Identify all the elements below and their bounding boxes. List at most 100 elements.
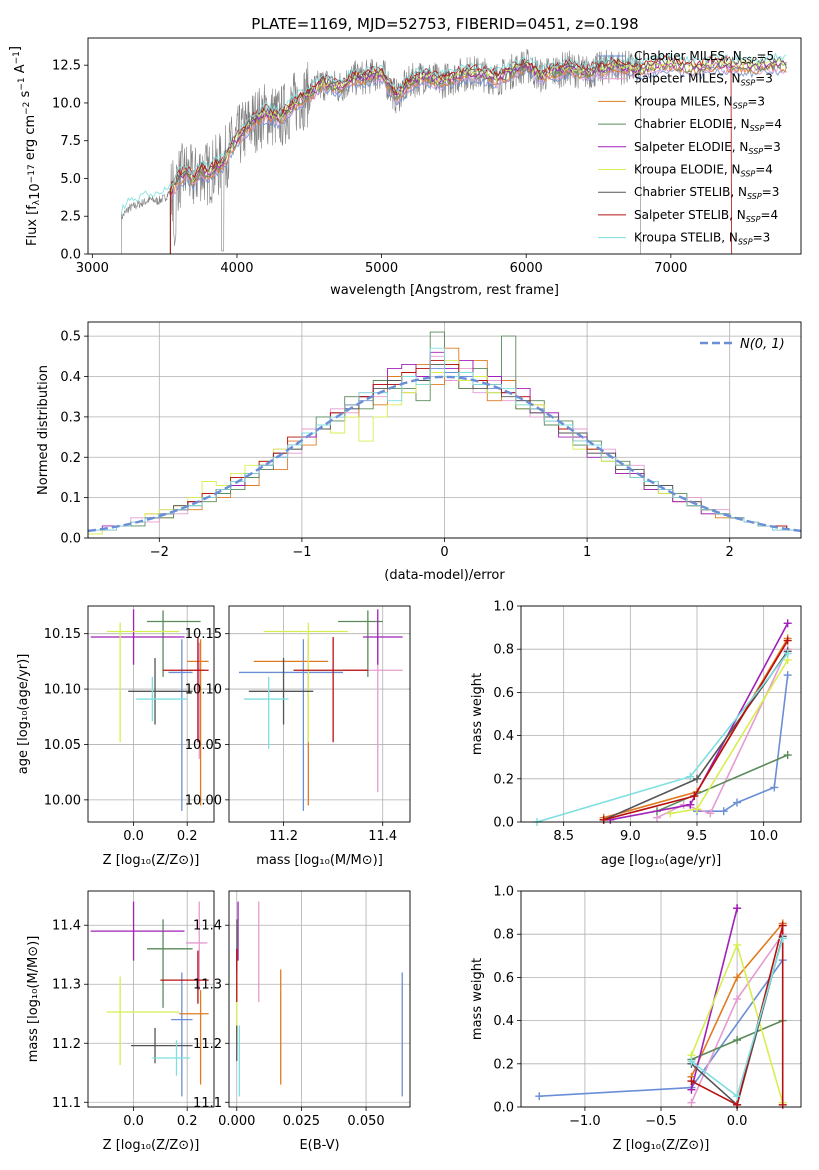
errorbar-kroupa-elodie: [263, 622, 349, 743]
errorbar-kroupa-stelib: [152, 1040, 190, 1076]
x-tick-label: 2: [726, 545, 734, 560]
y-axis-label: mass weight: [470, 673, 485, 755]
errorbar-chabrier-elodie: [146, 610, 201, 677]
x-axis-label: (data-model)/error: [384, 568, 505, 583]
y-axis-label: mass weight: [470, 958, 485, 1040]
y-tick-label: 0.3: [60, 410, 81, 425]
x-axis-label: Z [log₁₀(Z/Z⊙)]: [103, 853, 200, 868]
y-tick-label: 10.00: [44, 793, 81, 808]
x-tick-label: 9.5: [687, 829, 708, 844]
legend-label: Kroupa ELODIE, NSSP=4: [634, 163, 773, 179]
y-tick-label: 0.4: [493, 729, 514, 744]
weight-line: [656, 754, 789, 812]
y-tick-label: 0.5: [60, 330, 81, 345]
model-line-salpeter-stelib: [169, 54, 733, 255]
axes-spectrum: 3000 4000 5000 6000 7000 0.0 2.5 5.0 7.5 10.0 12.5…: [8, 37, 802, 298]
plot-area-mass-vs-EBV: [236, 901, 403, 1097]
errorbar-salpeter-stelib: [160, 950, 209, 1004]
x-tick-label: 0: [440, 545, 448, 560]
axes-frame: [228, 605, 411, 823]
x-tick-label: 0.0: [123, 1114, 144, 1129]
y-tick-label: 0.6: [493, 971, 514, 986]
errorbar-salpeter-miles: [343, 637, 403, 793]
errorbar-chabrier-stelib: [128, 658, 193, 725]
axes-frame: [228, 890, 411, 1108]
errorbar-kroupa-stelib: [136, 676, 188, 722]
x-tick-label: 0.050: [347, 1114, 384, 1129]
y-tick-label: 12.5: [52, 59, 81, 74]
x-axis-label: age [log₁₀(age/yr)]: [601, 853, 722, 868]
y-tick-label: 11.3: [193, 978, 222, 993]
plot-area-spectrum: [120, 48, 787, 255]
plot-area-residuals: [87, 331, 802, 538]
errorbar-chabrier-elodie: [338, 610, 383, 677]
plot-area-age-vs-mass: [238, 609, 403, 811]
errorbar-kroupa-stelib: [243, 676, 289, 749]
model-line-kroupa-elodie: [169, 57, 787, 254]
axes-frame: [520, 605, 802, 823]
y-tick-label: 10.10: [185, 683, 222, 698]
legend-label: Salpeter STELIB, NSSP=4: [634, 208, 778, 224]
axes-frame: [87, 890, 215, 1108]
y-tick-label: 0.2: [493, 772, 514, 787]
y-tick-label: 0.4: [60, 370, 81, 385]
x-axis-label: E(B-V): [299, 1138, 339, 1153]
weight-line: [603, 637, 789, 819]
model-line-chabrier-elodie: [169, 62, 787, 254]
x-tick-label: −0.5: [645, 1114, 677, 1129]
axes-residuals: −2 −1 0 1 2 0.0 0.1 0.2 0.3 0.4 0.5 (data-model)/er…: [36, 321, 802, 583]
y-axis-label: Flux [fλ10−17 erg cm−2 s−1 A−1]: [8, 46, 43, 246]
y-tick-label: 11.2: [52, 1037, 81, 1052]
y-tick-label: 10.10: [44, 683, 81, 698]
axes-frame: [87, 37, 802, 255]
legend-label: Salpeter ELODIE, NSSP=3: [634, 140, 781, 156]
y-tick-label: 0.2: [60, 451, 81, 466]
y-tick-label: 5.0: [60, 172, 81, 187]
errorbar-chabrier-elodie: [146, 919, 193, 1008]
y-tick-label: 10.0: [52, 96, 81, 111]
x-axis-label: Z [log₁₀(Z/Z⊙)]: [103, 1138, 200, 1153]
axes-frame: [520, 890, 802, 1108]
plot-area-age-vs-Z: [90, 609, 209, 811]
model-line-kroupa-miles: [169, 62, 787, 254]
legend-label: N(0, 1): [740, 337, 785, 352]
y-tick-label: 11.4: [193, 919, 222, 934]
y-tick-label: 0.2: [493, 1057, 514, 1072]
y-axis-label: mass [log₁₀(M/M⊙)]: [26, 936, 41, 1063]
x-tick-label: 0.0: [123, 829, 144, 844]
errorbar-kroupa-miles: [253, 639, 329, 806]
y-tick-label: 11.4: [52, 919, 81, 934]
weight-line-chabrier-miles: [693, 671, 792, 816]
x-axis-label: mass [log₁₀(M/M⊙)]: [256, 853, 383, 868]
gaussian-curve: [87, 375, 802, 533]
y-tick-label: 10.15: [185, 627, 222, 642]
legend: Chabrier MILES, NSSP=5 Salpeter MILES, NS…: [598, 49, 782, 247]
errorbar-chabrier-stelib: [248, 658, 314, 725]
legend-label: Salpeter MILES, NSSP=3: [634, 72, 773, 88]
y-tick-label: 11.1: [193, 1096, 222, 1111]
x-tick-label: 7000: [654, 261, 687, 276]
x-axis-label: wavelength [Angstrom, rest frame]: [330, 283, 559, 298]
chart-root: 3000 4000 5000 6000 70000.02.55.07.510.012.5…: [8, 37, 802, 1153]
x-tick-label: 1: [583, 545, 591, 560]
y-tick-label: 0.8: [493, 643, 514, 658]
model-line-kroupa-stelib: [120, 52, 787, 215]
legend-label: Chabrier STELIB, NSSP=3: [634, 185, 779, 201]
weight-line-salpeter-miles: [653, 645, 792, 822]
axes-age-vs-mass: 11.2 11.4 10.00 10.05 10.10 10.15 mass [log₁₀(…: [185, 605, 411, 868]
x-tick-label: 0.025: [283, 1114, 320, 1129]
x-tick-label: 0.2: [177, 829, 198, 844]
y-tick-label: 0.0: [493, 816, 514, 831]
y-tick-label: 1.0: [493, 885, 514, 900]
errorbar-salpeter-elodie: [90, 901, 185, 961]
x-tick-label: 5000: [365, 261, 398, 276]
x-tick-label: −2: [150, 545, 169, 560]
axes-age-vs-Z: 0.0 0.2 10.00 10.05 10.10 10.15 Z [log₁₀(Z/Z⊙)…: [16, 605, 215, 868]
errorbar-salpeter-stelib: [293, 637, 368, 743]
y-tick-label: 0.1: [60, 491, 81, 506]
y-tick-label: 2.5: [60, 210, 81, 225]
weight-line-kroupa-stelib: [687, 934, 787, 1101]
x-tick-label: 3000: [76, 261, 109, 276]
x-axis-label: Z [log₁₀(Z/Z⊙)]: [613, 1138, 710, 1153]
